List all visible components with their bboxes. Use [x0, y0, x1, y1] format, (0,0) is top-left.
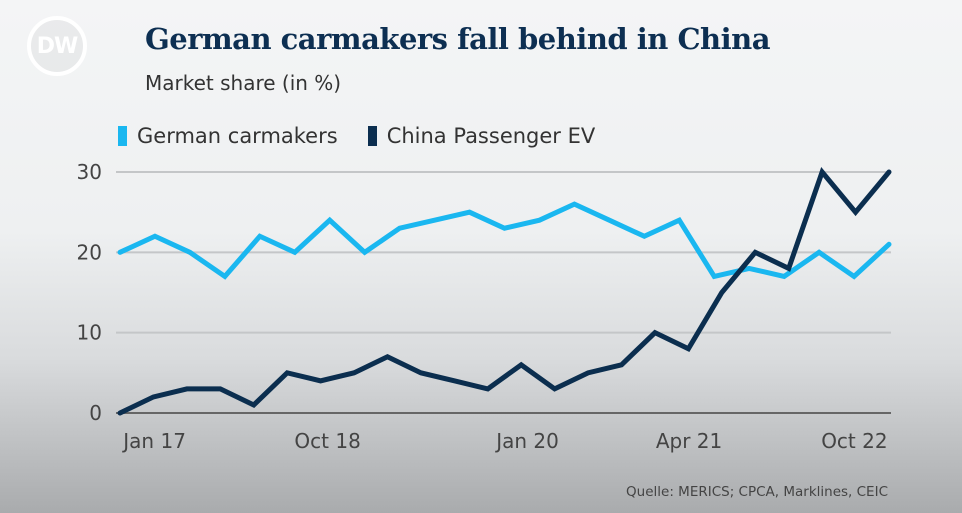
series-line-china-ev: [117, 166, 892, 416]
chart-title: German carmakers fall behind in China: [145, 22, 771, 56]
x-tick-label: Jan 20: [494, 429, 559, 453]
legend-label: German carmakers: [137, 124, 338, 148]
source-note: Quelle: MERICS; CPCA, Marklines, CEIC: [626, 484, 888, 500]
chart-subtitle: Market share (in %): [145, 71, 342, 95]
legend: German carmakers China Passenger EV: [118, 124, 595, 148]
x-tick-label: Jan 17: [121, 429, 186, 453]
x-tick-label: Oct 18: [294, 429, 360, 453]
legend-label: China Passenger EV: [386, 124, 596, 148]
x-tick-label: Apr 21: [656, 429, 722, 453]
y-tick-label: 0: [89, 401, 102, 425]
legend-swatch-china-ev: [367, 126, 377, 146]
y-tick-label: 30: [77, 160, 102, 184]
y-tick-label: 10: [77, 321, 102, 345]
y-tick-label: 20: [77, 240, 102, 264]
dw-logo: DW: [27, 16, 87, 76]
logo-text: DW: [36, 33, 79, 59]
series-line-german: [117, 201, 892, 280]
x-tick-label: Oct 22: [821, 429, 887, 453]
legend-swatch-german: [118, 126, 127, 146]
legend-item-german: German carmakers: [118, 124, 338, 148]
legend-item-china-ev: China Passenger EV: [367, 124, 596, 148]
